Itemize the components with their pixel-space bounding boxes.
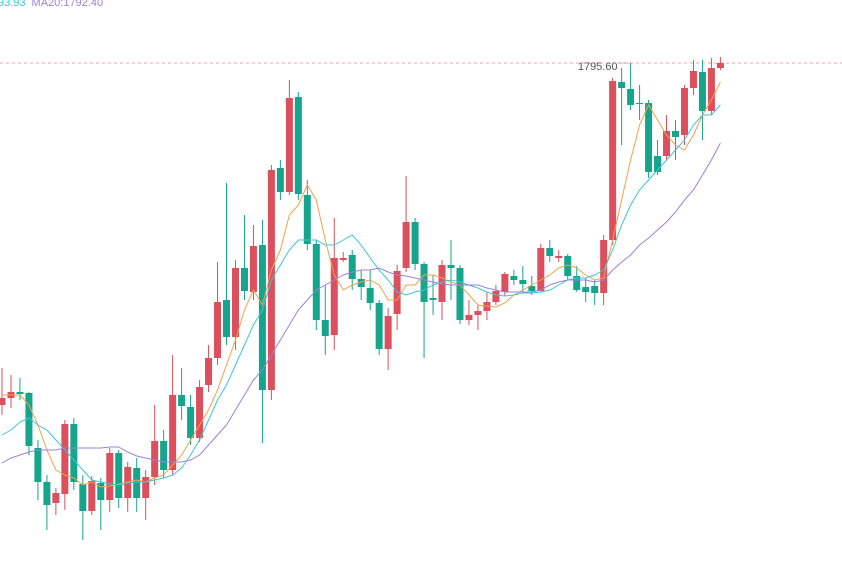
candle-body xyxy=(303,195,311,244)
candle-body xyxy=(357,279,365,287)
candle-body xyxy=(465,315,473,320)
candle-body xyxy=(294,97,302,194)
ma-legend: 93.93 MA20:1792.40 xyxy=(0,0,103,9)
candle-body xyxy=(636,103,644,104)
candle-body xyxy=(34,448,42,482)
candle-body xyxy=(456,268,464,320)
candle-body xyxy=(546,248,554,256)
candle-body xyxy=(133,468,141,498)
candle-body xyxy=(160,441,168,470)
candle-body xyxy=(447,265,455,268)
candle-body xyxy=(707,68,715,111)
candle-body xyxy=(214,302,222,358)
candle-body xyxy=(106,453,114,500)
high-marker-label: 1795.60 xyxy=(578,61,618,73)
candle-body xyxy=(330,258,338,335)
candle-body xyxy=(142,477,150,498)
candle-body xyxy=(285,98,293,192)
candle-body xyxy=(43,482,51,505)
candle-body xyxy=(501,274,509,292)
ma-label: 93.93 xyxy=(0,0,26,9)
candle-body xyxy=(429,298,437,300)
candle-body xyxy=(249,246,257,292)
candle-body xyxy=(205,358,213,385)
candle-body xyxy=(420,264,428,302)
candle-body xyxy=(519,280,527,284)
candle-body xyxy=(384,316,392,349)
candle-body xyxy=(169,395,177,470)
candle-body xyxy=(151,441,159,477)
candle-body xyxy=(70,424,78,482)
high-marker-line xyxy=(618,62,632,68)
candle-body xyxy=(609,81,617,240)
candle-body xyxy=(528,286,536,291)
candle-body xyxy=(555,256,563,258)
candle-body xyxy=(339,258,347,260)
ma-line xyxy=(1,142,721,464)
candle-body xyxy=(187,407,195,438)
candle-body xyxy=(61,424,69,494)
candle-body xyxy=(654,156,662,172)
candle-body xyxy=(645,103,653,172)
candle-body xyxy=(591,286,599,293)
candle-body xyxy=(375,303,383,349)
candle-body xyxy=(573,276,581,290)
candle-body xyxy=(97,483,105,500)
candle-body xyxy=(321,320,329,336)
candle-body xyxy=(672,131,679,137)
candle-body xyxy=(231,268,239,337)
candle-body xyxy=(240,268,248,291)
ma-line xyxy=(1,104,721,486)
candle-body xyxy=(474,311,482,315)
candle-body xyxy=(680,88,688,135)
candle-body xyxy=(564,256,572,276)
candle-body xyxy=(25,393,33,446)
candle-body xyxy=(16,392,24,394)
candle-body xyxy=(627,89,635,105)
candle-body xyxy=(663,131,671,156)
candle-body xyxy=(402,222,410,268)
candle-body xyxy=(348,255,356,279)
candle-body xyxy=(115,453,123,498)
candle-body xyxy=(0,398,6,405)
candle-body xyxy=(52,493,60,503)
candle-body xyxy=(618,82,626,88)
candle-body xyxy=(537,248,545,291)
candle-body xyxy=(698,72,706,111)
candle-body xyxy=(258,245,266,390)
candle-body xyxy=(366,288,374,303)
candle-body xyxy=(492,291,500,302)
candle-body xyxy=(689,71,697,88)
candle-body xyxy=(223,300,230,337)
candle-body xyxy=(196,387,204,438)
candle-body xyxy=(411,222,419,264)
candle-body xyxy=(178,395,186,406)
candle-body xyxy=(79,484,87,511)
candle-body xyxy=(582,287,590,292)
candle-body xyxy=(88,481,96,511)
candle-body xyxy=(510,276,518,280)
candle-body xyxy=(716,63,724,68)
ma-line xyxy=(2,81,721,488)
candle-body xyxy=(312,244,320,320)
candle-body xyxy=(600,240,608,293)
ma-label: MA20:1792.40 xyxy=(32,0,104,9)
candle-body xyxy=(276,168,284,192)
